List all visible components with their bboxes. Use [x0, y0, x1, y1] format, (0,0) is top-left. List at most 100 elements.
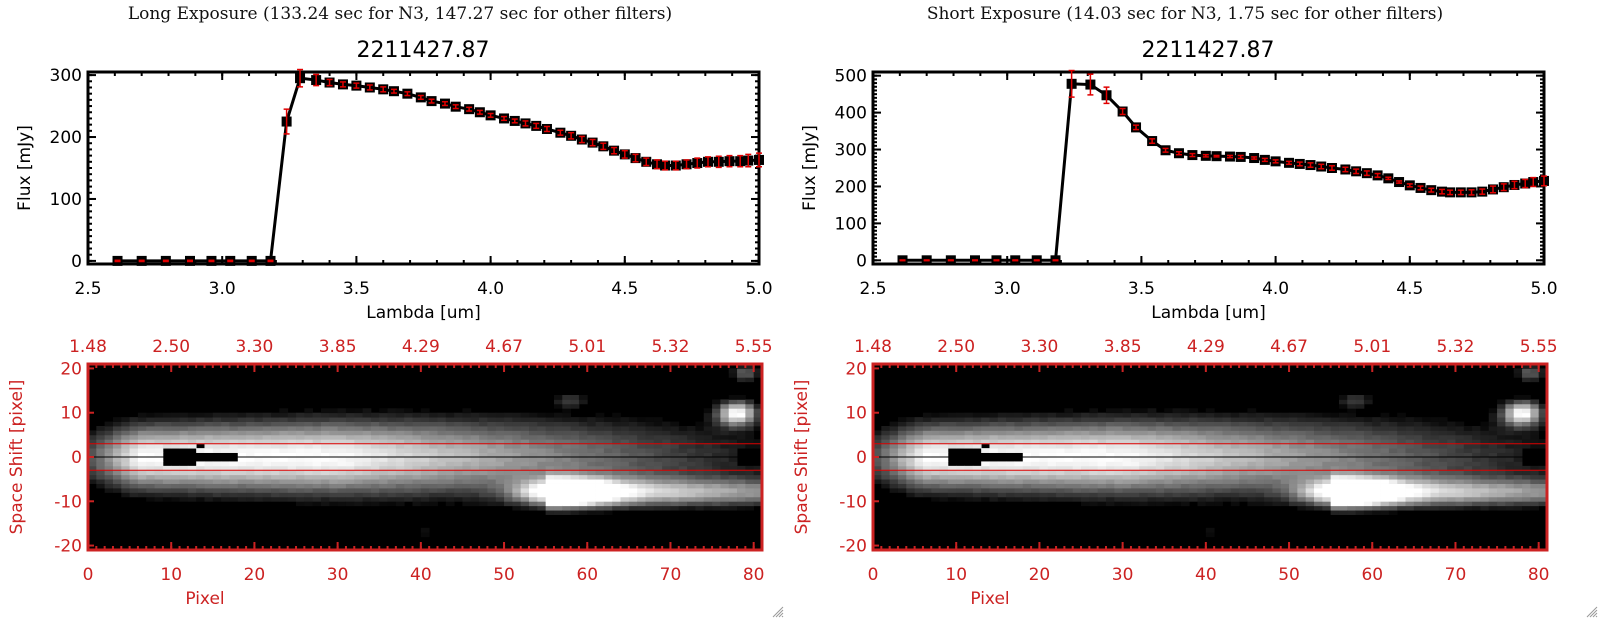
x-tick-label: 4.0	[477, 279, 504, 299]
error-bar	[138, 259, 145, 263]
top-wavelength-label: 4.29	[402, 337, 440, 357]
error-bar	[1133, 124, 1140, 131]
error-bar	[1511, 180, 1518, 190]
error-bar	[993, 259, 1000, 262]
short-spectrum-chart: 2211427.87 2.5 3.0 3.5 4.0 4.5 5.0 0 100 200 300 40…	[800, 38, 1558, 323]
x-tick-label: 10	[945, 565, 967, 585]
x-tick-label: 0	[868, 565, 879, 585]
plot-frame	[871, 70, 1546, 266]
x-tick-label: 4.0	[1262, 279, 1289, 299]
resize-grip-icon[interactable]	[770, 604, 784, 618]
error-bar	[114, 259, 121, 263]
resize-grip-icon[interactable]	[1584, 604, 1598, 618]
error-bar	[756, 152, 762, 168]
error-bar	[487, 112, 494, 118]
error-bar	[1385, 176, 1392, 181]
long-exposure-panel: Long Exposure (133.24 sec for N3, 147.27…	[7, 4, 773, 609]
error-bar	[326, 78, 333, 87]
error-bar	[1342, 166, 1349, 173]
flux-line	[902, 82, 1545, 262]
short-exposure-title: Short Exposure (14.03 sec for N3, 1.75 s…	[926, 4, 1444, 24]
error-bar	[1374, 172, 1381, 178]
x-tick-label: 5.0	[1530, 279, 1557, 299]
error-bar	[1162, 147, 1169, 153]
error-bar	[1490, 185, 1497, 194]
long-spectrum-chart: 2211427.87 2.5 3.0 3.5 4.0 4.5 5.0 0 100 200 300 La…	[15, 38, 773, 323]
y-axis-label: Flux [mJy]	[800, 125, 820, 211]
error-bar	[186, 259, 193, 263]
image-pixels	[873, 364, 1548, 538]
y-tick-label: 100	[50, 190, 82, 210]
y-axis-label: Flux [mJy]	[15, 125, 35, 211]
top-wavelength-label: 2.50	[152, 337, 190, 357]
y-tick-label: 0	[71, 252, 82, 272]
error-bar	[568, 131, 575, 140]
error-bar	[1202, 153, 1209, 158]
error-bar	[1417, 185, 1424, 191]
x-tick-label: 60	[576, 565, 598, 585]
x-tick-label: 20	[1029, 565, 1051, 585]
top-wavelength-label: 5.55	[1520, 337, 1558, 357]
error-bar	[1439, 188, 1446, 195]
top-wavelength-label: 4.29	[1187, 337, 1225, 357]
error-bar	[589, 138, 596, 147]
y-tick-label: 20	[845, 359, 867, 379]
y-tick-label: 500	[835, 67, 867, 87]
error-bar	[417, 94, 424, 101]
y-tick-label: 200	[50, 128, 82, 148]
error-bar	[1479, 188, 1486, 195]
error-bar	[557, 129, 564, 136]
error-bar	[745, 153, 752, 168]
error-bar	[1272, 159, 1279, 164]
error-bar	[441, 100, 448, 107]
error-bar	[1189, 152, 1196, 158]
x-tick-label: 2.5	[859, 279, 886, 299]
y-tick-label: 300	[50, 66, 82, 86]
x-tick-label: 20	[244, 565, 266, 585]
error-bar	[654, 159, 661, 170]
error-bar	[1406, 183, 1413, 188]
error-bar	[533, 122, 540, 130]
error-bar	[227, 259, 234, 263]
error-bar	[694, 157, 701, 169]
top-wavelength-label: 5.01	[568, 337, 606, 357]
y-tick-label: 100	[835, 214, 867, 234]
top-wavelength-label: 3.85	[319, 337, 357, 357]
error-bar	[1213, 154, 1220, 158]
error-bar	[662, 160, 669, 171]
top-wavelength-label: 3.85	[1104, 337, 1142, 357]
error-bar	[404, 91, 411, 97]
long-exposure-title: Long Exposure (133.24 sec for N3, 147.27…	[127, 4, 673, 24]
top-wavelength-label: 1.48	[854, 337, 892, 357]
error-bar	[683, 159, 690, 170]
top-wavelength-label: 5.01	[1353, 337, 1391, 357]
x-axis-label: Lambda [um]	[366, 303, 480, 323]
error-bar	[923, 259, 930, 262]
x-tick-label: 3.0	[994, 279, 1021, 299]
x-tick-label: 5.0	[745, 279, 772, 299]
error-bar	[283, 108, 290, 135]
error-bar	[1318, 163, 1325, 170]
y-tick-label: -20	[54, 537, 82, 557]
x-tick-label: 2.5	[74, 279, 101, 299]
error-bar	[353, 82, 360, 89]
error-bar	[267, 259, 274, 263]
error-bar	[726, 154, 733, 168]
error-bar	[466, 106, 473, 112]
top-wavelength-label: 5.55	[735, 337, 773, 357]
short-exposure-panel: Short Exposure (14.03 sec for N3, 1.75 s…	[785, 0, 1585, 630]
error-bar	[737, 154, 744, 168]
error-bar	[1149, 138, 1156, 145]
x-tick-label: 0	[83, 565, 94, 585]
x-tick-label: 60	[1361, 565, 1383, 585]
error-bar	[1052, 259, 1059, 262]
error-bar	[1447, 189, 1454, 196]
top-wavelength-label: 3.30	[235, 337, 273, 357]
error-bar	[1500, 183, 1507, 192]
y-tick-label: 300	[835, 141, 867, 161]
error-bar	[1307, 162, 1314, 169]
error-bar	[366, 84, 373, 91]
error-bar	[1251, 156, 1258, 160]
y-tick-label: 0	[71, 448, 82, 468]
x-tick-label: 70	[1445, 565, 1467, 585]
